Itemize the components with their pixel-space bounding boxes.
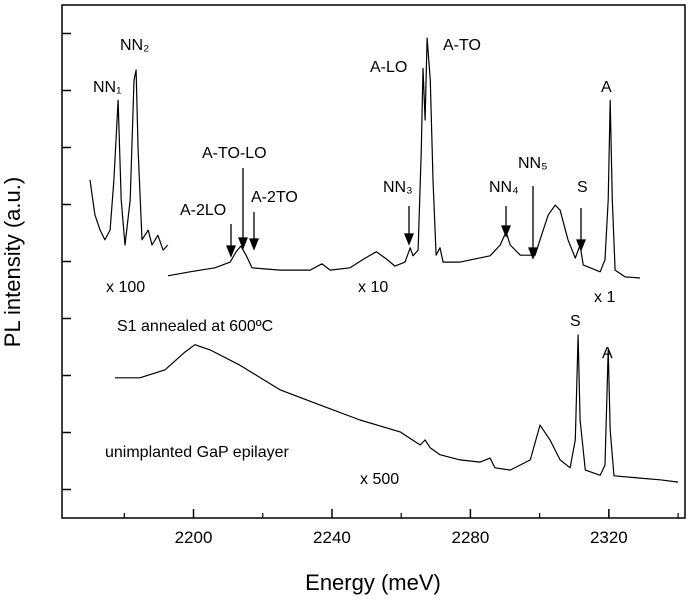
annotation: x 10 [358, 279, 388, 296]
annotation: NN₅ [518, 155, 548, 172]
annotation: NN₂ [120, 37, 149, 54]
x-tick-label: 2240 [313, 528, 351, 547]
arrows [226, 168, 586, 260]
spectrum-line [589, 99, 641, 279]
annotation: x 1 [594, 289, 615, 306]
x-tick-label: 2280 [451, 528, 489, 547]
annotation: unimplanted GaP epilayer [105, 444, 289, 461]
annotation: A [601, 79, 612, 96]
annotation: S [570, 313, 581, 330]
annotation: A-TO [443, 37, 481, 54]
annotation: S [577, 179, 588, 196]
annotation: A-TO-LO [202, 145, 267, 162]
annotation: NN₁ [93, 79, 122, 96]
spectrum-line [89, 69, 169, 251]
annotation: A-2TO [251, 189, 298, 206]
x-axis-title: Energy (meV) [305, 570, 441, 595]
annotation: A [602, 345, 613, 362]
annotation: A-LO [370, 59, 407, 76]
y-axis-title: PL intensity (a.u.) [0, 177, 25, 347]
x-tick-label: 2200 [175, 528, 213, 547]
x-tick-label: 2320 [590, 528, 628, 547]
annotation: x 100 [106, 279, 145, 296]
plot-frame [61, 4, 686, 519]
spectrum-line [115, 334, 679, 483]
annotation: NN₄ [489, 179, 519, 196]
spectrum-line [167, 37, 591, 277]
annotation: NN₃ [383, 179, 413, 196]
annotation: A-2LO [180, 202, 226, 219]
annotation: x 500 [360, 471, 399, 488]
annotation: S1 annealed at 600ºC [117, 318, 273, 335]
